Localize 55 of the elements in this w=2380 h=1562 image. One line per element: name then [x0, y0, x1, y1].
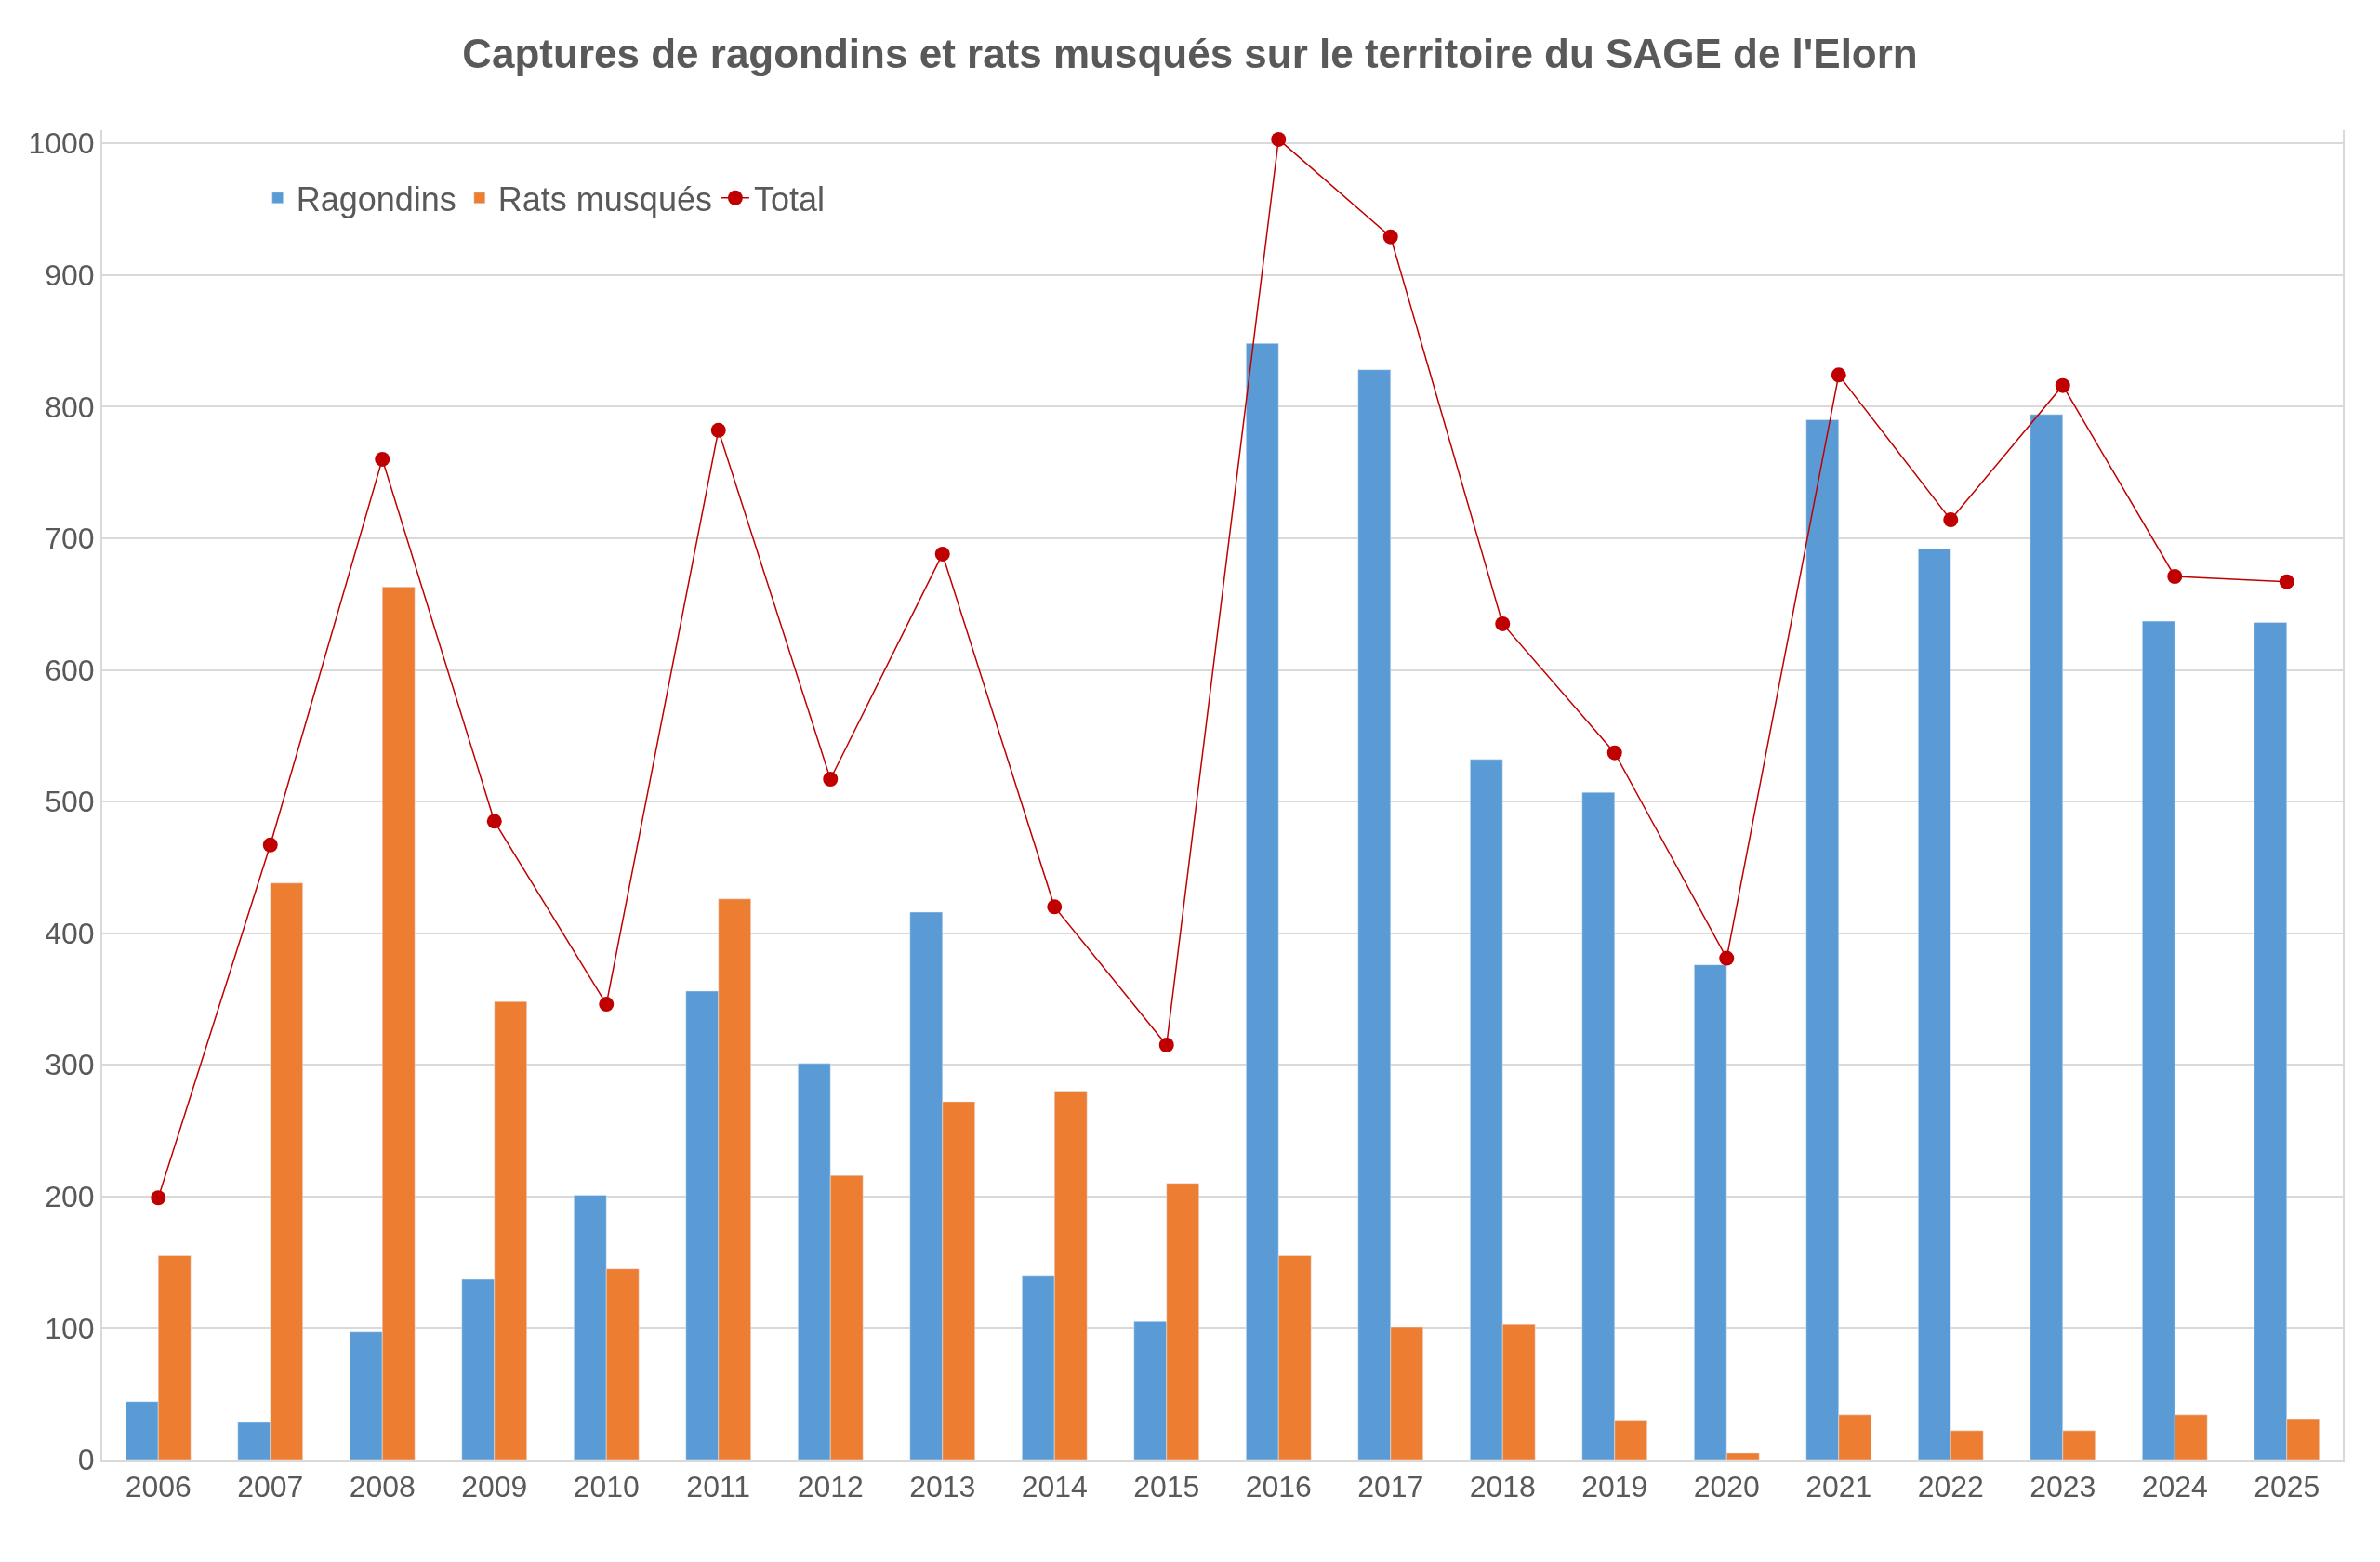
point [375, 451, 390, 467]
y-tick-label: 300 [45, 1048, 95, 1082]
point [1047, 899, 1063, 915]
x-tick-label: 2008 [349, 1470, 416, 1504]
x-tick-label: 2025 [2254, 1470, 2320, 1504]
point [1495, 616, 1511, 631]
x-tick-label: 2020 [1693, 1470, 1760, 1504]
point [823, 772, 839, 787]
point [2279, 574, 2294, 589]
point [2055, 377, 2070, 393]
point [599, 997, 615, 1013]
point [1831, 367, 1846, 383]
x-tick-label: 2010 [573, 1470, 640, 1504]
x-tick-label: 2012 [797, 1470, 864, 1504]
y-tick-label: 700 [45, 522, 95, 556]
x-tick-label: 2006 [125, 1470, 192, 1504]
point [2167, 568, 2183, 584]
point [151, 1190, 166, 1206]
x-tick-label: 2013 [909, 1470, 976, 1504]
x-tick-label: 2018 [1469, 1470, 1536, 1504]
point [1943, 512, 1959, 528]
y-tick-label: 0 [77, 1443, 95, 1477]
point [1719, 950, 1735, 966]
x-tick-label: 2015 [1133, 1470, 1200, 1504]
y-tick-label: 100 [45, 1311, 95, 1345]
point [1382, 229, 1398, 245]
y-tick-label: 600 [45, 653, 95, 687]
y-tick-label: 1000 [28, 126, 95, 161]
point [1158, 1038, 1174, 1052]
legend-label: Ragondins [296, 179, 456, 218]
y-tick-label: 900 [45, 258, 95, 292]
point [486, 814, 502, 829]
point [1271, 131, 1287, 147]
legend-label: Total [753, 179, 825, 218]
x-tick-label: 2016 [1245, 1470, 1312, 1504]
x-tick-label: 2021 [1805, 1470, 1872, 1504]
chart-title: Captures de ragondins et rats musqués sur le territoire du SAGE de l'Elorn [462, 30, 1918, 76]
x-tick-label: 2014 [1021, 1470, 1088, 1504]
point [710, 422, 726, 438]
x-tick-label: 2011 [686, 1470, 751, 1504]
legend-label: Rats musqués [497, 179, 712, 218]
x-tick-label: 2024 [2141, 1470, 2208, 1504]
point [1606, 745, 1622, 761]
y-tick-label: 800 [45, 390, 95, 424]
x-tick-label: 2009 [461, 1470, 528, 1504]
x-tick-label: 2007 [237, 1470, 304, 1504]
x-tick-label: 2022 [1917, 1470, 1984, 1504]
point [934, 546, 950, 562]
y-tick-label: 500 [45, 785, 95, 819]
y-tick-label: 200 [45, 1180, 95, 1214]
y-tick-label: 400 [45, 916, 95, 950]
point [262, 837, 278, 853]
x-tick-label: 2019 [1581, 1470, 1648, 1504]
x-tick-label: 2017 [1357, 1470, 1424, 1504]
x-tick-label: 2023 [2030, 1470, 2096, 1504]
